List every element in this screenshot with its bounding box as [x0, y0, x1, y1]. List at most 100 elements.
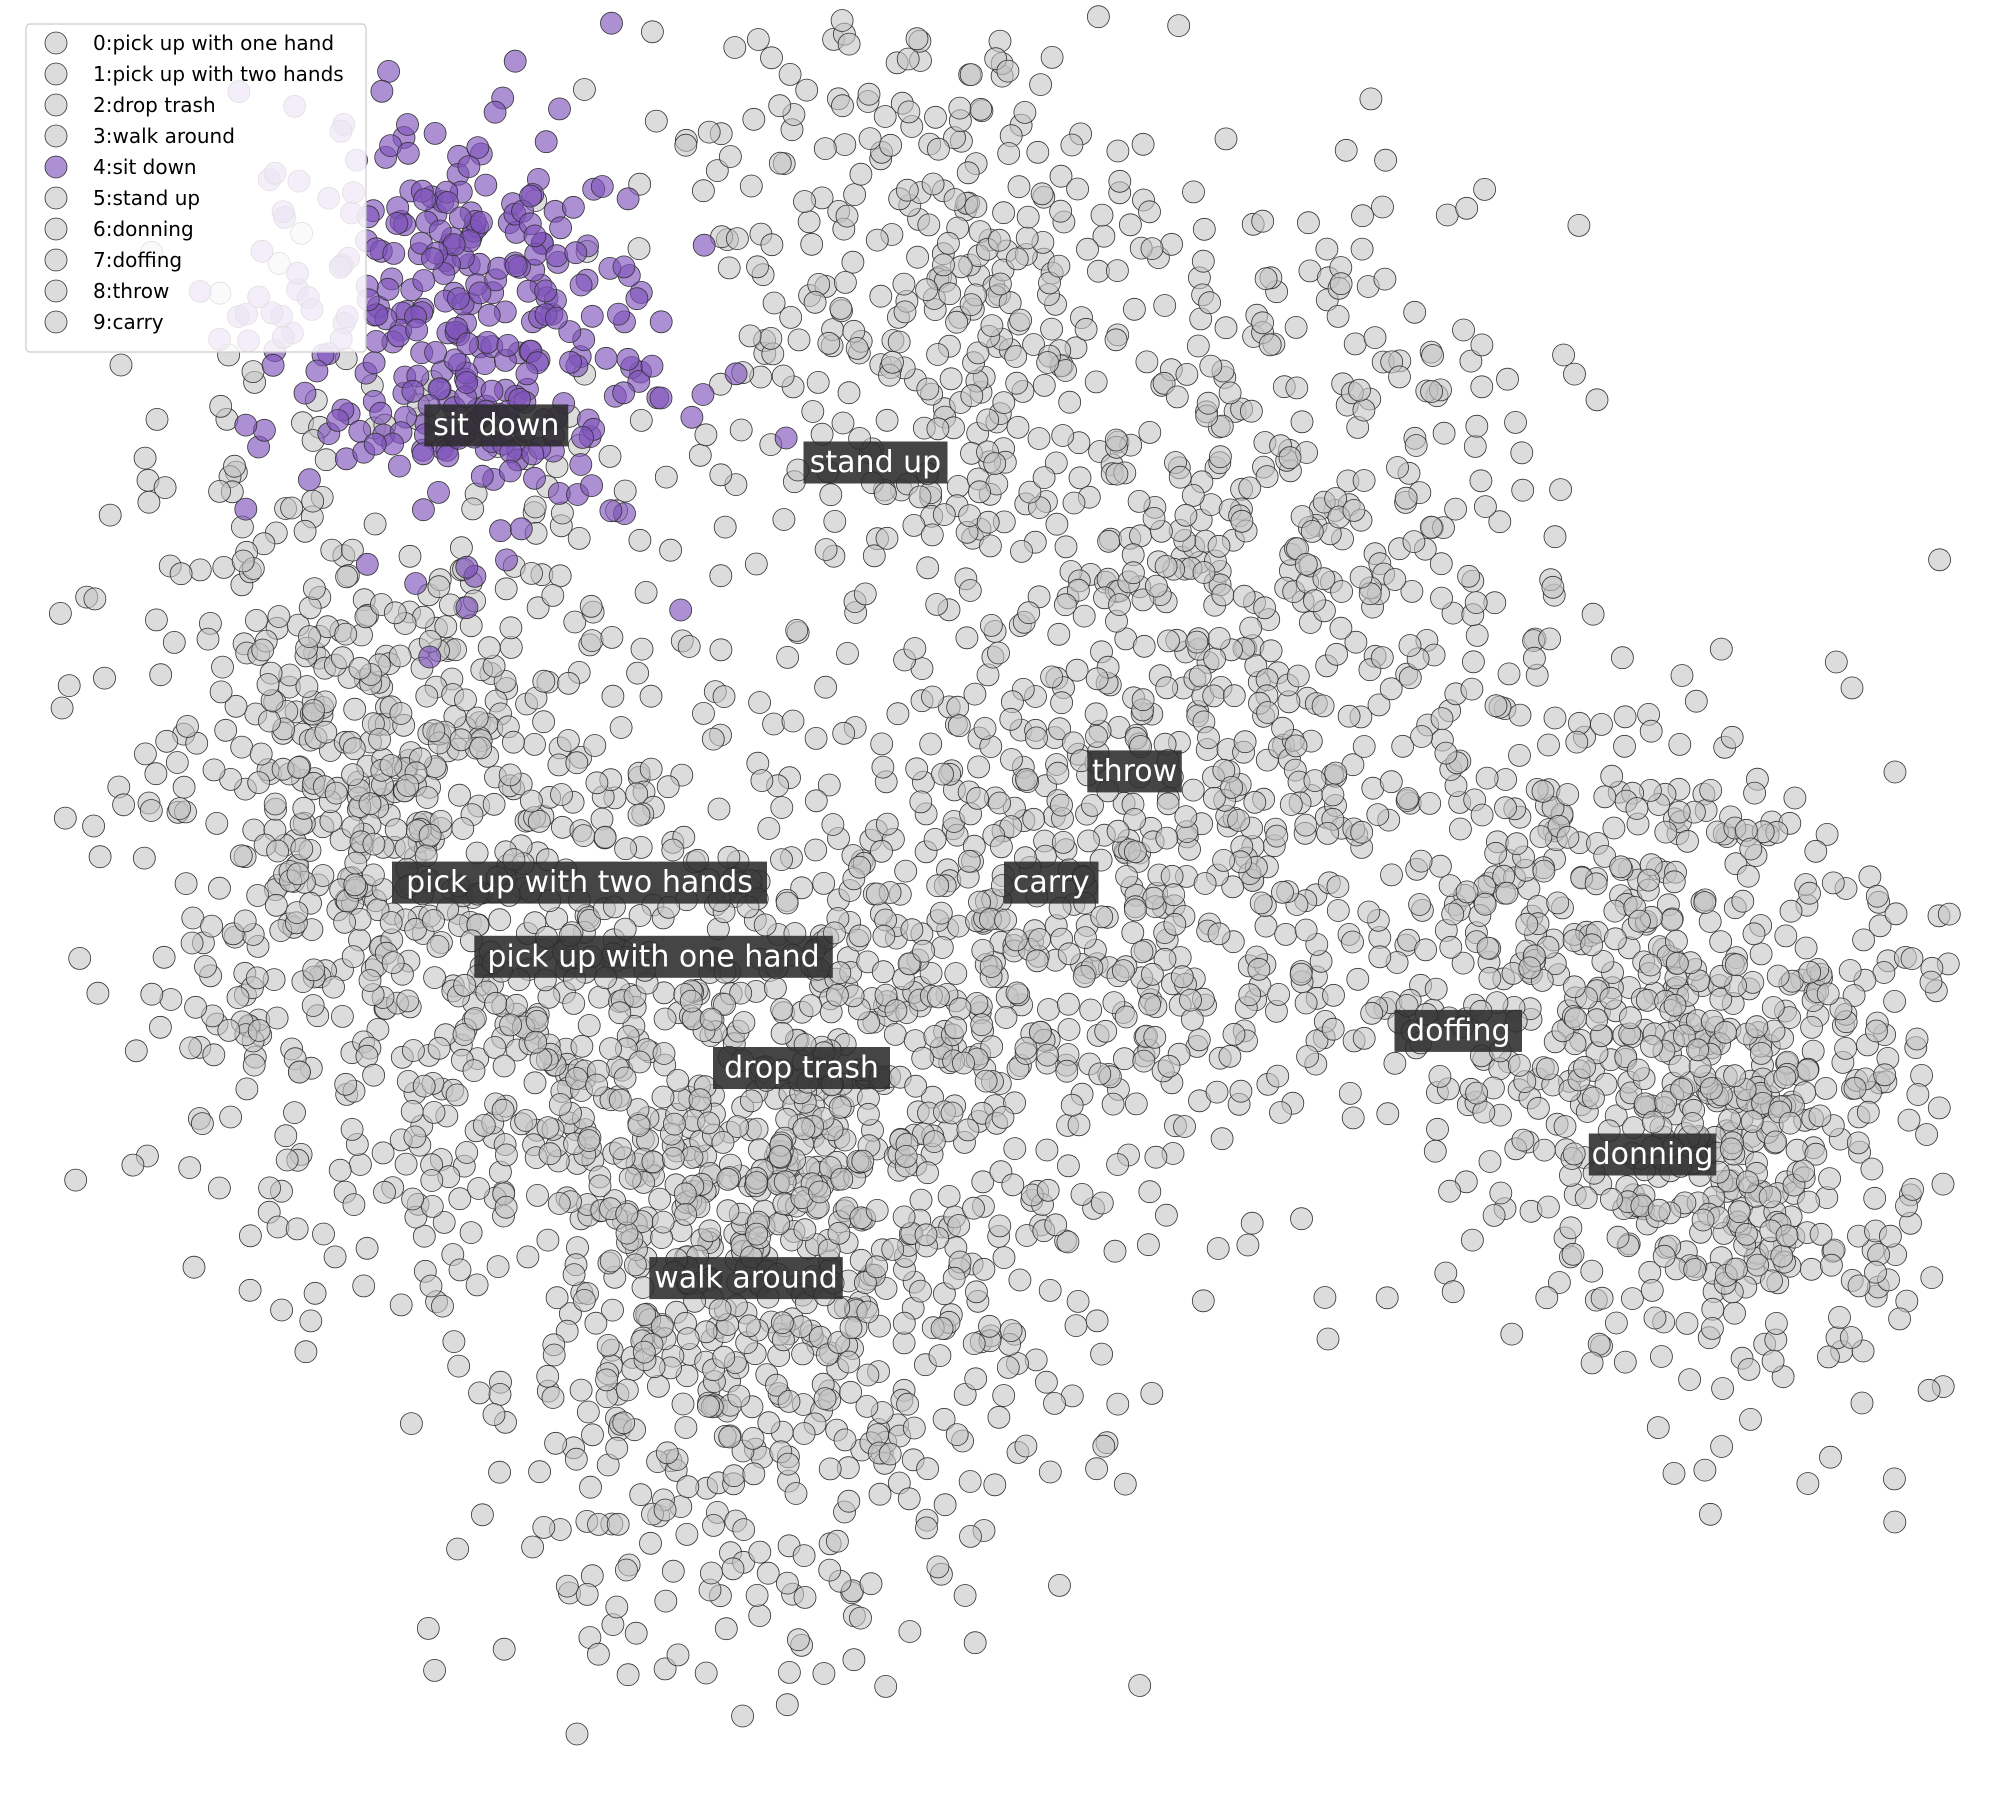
data-point: [1379, 677, 1403, 701]
data-point: [1402, 530, 1426, 553]
data-point: [258, 1176, 282, 1200]
data-point: [857, 82, 881, 106]
data-point: [1473, 892, 1497, 916]
data-point: [1344, 630, 1368, 654]
data-point: [1334, 138, 1358, 162]
data-point: [1668, 733, 1692, 756]
data-point: [1639, 719, 1663, 743]
data-point: [837, 1489, 861, 1513]
data-point: [93, 666, 116, 690]
data-point: [774, 426, 798, 450]
data-point: [1350, 820, 1374, 844]
data-point: [666, 1643, 690, 1667]
data-point: [628, 904, 652, 927]
data-point: [320, 538, 344, 562]
data-point: [373, 1180, 396, 1204]
data-point: [615, 1202, 639, 1226]
data-point: [1735, 818, 1758, 842]
data-point: [626, 661, 649, 685]
data-point: [826, 1529, 849, 1553]
data-point: [594, 346, 618, 370]
data-point: [1316, 822, 1340, 845]
data-point: [744, 552, 768, 576]
data-point: [1027, 585, 1051, 609]
data-point: [301, 489, 325, 513]
data-point: [959, 63, 983, 86]
data-point: [526, 1184, 549, 1207]
data-point: [718, 1425, 742, 1449]
data-point: [1858, 865, 1882, 889]
data-point: [896, 47, 920, 71]
data-point: [1373, 267, 1397, 291]
data-point: [835, 204, 859, 228]
data-point: [694, 1661, 718, 1685]
legend-marker: [44, 155, 68, 179]
data-point: [930, 936, 954, 959]
data-point: [883, 1023, 907, 1046]
data-point: [655, 1441, 679, 1465]
data-point: [1737, 1358, 1761, 1381]
data-point: [426, 935, 450, 958]
data-point: [1068, 466, 1092, 490]
data-point: [219, 1105, 243, 1129]
legend-marker: [44, 31, 68, 55]
data-point: [1582, 1086, 1605, 1110]
data-point: [470, 1503, 494, 1527]
data-point: [920, 523, 944, 547]
data-point: [68, 947, 92, 970]
data-point: [969, 97, 993, 121]
cluster-label-text: throw: [1092, 754, 1177, 789]
data-point: [843, 183, 866, 207]
data-point: [976, 408, 1000, 432]
data-point: [1484, 694, 1508, 718]
data-point: [1559, 1216, 1583, 1240]
data-point: [1346, 967, 1370, 991]
data-point: [1106, 1392, 1130, 1416]
data-point: [789, 1315, 813, 1339]
data-point: [1157, 629, 1180, 653]
data-point: [814, 538, 838, 561]
data-point: [1500, 1322, 1524, 1346]
data-point: [1538, 627, 1561, 651]
data-point: [963, 682, 987, 706]
data-point: [1691, 1208, 1715, 1232]
data-point: [1821, 871, 1845, 895]
data-point: [1167, 14, 1191, 38]
legend-marker: [44, 217, 68, 241]
data-point: [1222, 684, 1246, 708]
data-point: [881, 1238, 905, 1261]
data-point: [348, 656, 372, 680]
data-point: [804, 838, 828, 862]
data-point: [457, 155, 481, 179]
data-point: [1045, 512, 1069, 536]
data-point: [385, 211, 409, 235]
data-point: [625, 287, 649, 311]
data-point: [979, 534, 1002, 558]
data-point: [978, 1314, 1001, 1338]
data-point: [420, 1195, 444, 1218]
data-point: [1015, 768, 1038, 791]
data-point: [1104, 328, 1128, 352]
data-point: [1289, 962, 1313, 986]
data-point: [303, 1281, 327, 1305]
data-point: [1654, 1090, 1678, 1114]
data-point: [692, 233, 716, 257]
data-point: [959, 1525, 982, 1548]
data-point: [1297, 211, 1320, 235]
data-point: [688, 1088, 712, 1112]
legend-label: 2:drop trash: [93, 93, 216, 117]
data-point: [1527, 1096, 1550, 1120]
data-point: [1090, 1191, 1114, 1215]
data-point: [1279, 793, 1303, 816]
data-point: [492, 1637, 516, 1661]
data-point: [628, 528, 652, 552]
data-point: [988, 791, 1011, 815]
data-point: [719, 145, 742, 168]
cluster-label-text: pick up with one hand: [487, 939, 819, 974]
data-point: [169, 562, 193, 586]
data-point: [996, 59, 1020, 83]
data-point: [1816, 982, 1840, 1006]
data-point: [474, 173, 498, 197]
data-point: [894, 859, 918, 883]
data-point: [343, 697, 367, 721]
